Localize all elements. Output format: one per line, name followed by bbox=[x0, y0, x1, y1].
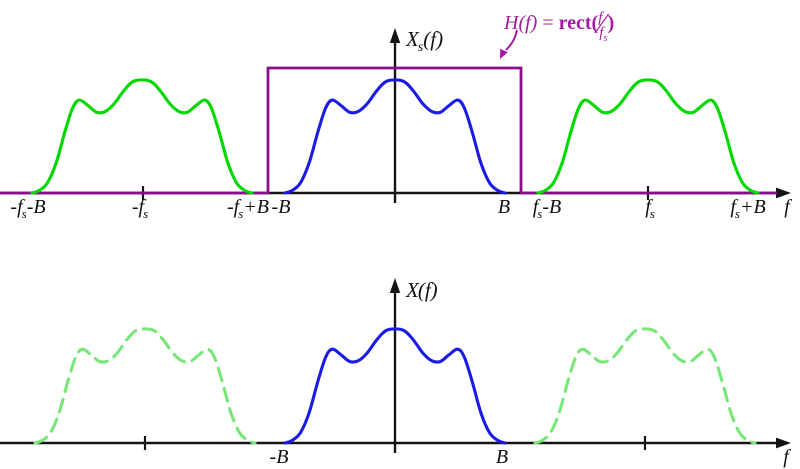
top-tick-label-fs-minus-B: fs-B bbox=[532, 196, 562, 221]
reconstruction-filter-rect bbox=[0, 66, 777, 195]
bottom-axis-label-f: f bbox=[783, 446, 789, 468]
formula-equals: = bbox=[537, 12, 559, 34]
top-tick-label-fs-plus-B: fs+B bbox=[730, 196, 766, 221]
top-tick-label-neg-B: -B bbox=[271, 196, 291, 218]
spectrum-replica-at-neg-fs bbox=[30, 78, 254, 195]
formula-pointer-arrowhead bbox=[500, 48, 508, 59]
formula-rect-open: rect( bbox=[558, 12, 599, 34]
spectrum-replica-at-pos-fs bbox=[536, 78, 760, 195]
top-amplitude-axis-label: Xs(f) bbox=[406, 27, 444, 55]
bottom-tick-label-B: B bbox=[495, 446, 509, 468]
top-tick-label-neg-fs: -fs bbox=[131, 196, 149, 221]
formula-H-of-f: H(f) bbox=[504, 12, 538, 34]
removed-replica-at-neg-fs bbox=[33, 327, 257, 445]
top-frequency-axis-arrowhead bbox=[776, 187, 791, 199]
formula-numerator-f: f bbox=[598, 10, 603, 26]
formula-pointer-arrow bbox=[505, 29, 518, 51]
filter-formula: H(f) = rect(f⁄fs) bbox=[504, 3, 614, 53]
recovered-baseband-spectrum bbox=[283, 327, 507, 445]
bottom-tick-label-neg-B: -B bbox=[269, 446, 289, 468]
top-tick-label-neg-fs-plus-B: -fs+B bbox=[227, 196, 269, 221]
top-tick-label-B: B bbox=[497, 196, 511, 218]
top-amplitude-axis-arrowhead bbox=[389, 28, 401, 43]
bottom-amplitude-axis-label: X(f) bbox=[406, 278, 438, 302]
formula-denominator-fs: fs bbox=[599, 25, 608, 44]
top-tick-label-fs: fs bbox=[645, 196, 655, 221]
bottom-frequency-axis-arrowhead bbox=[776, 437, 791, 449]
removed-replica-at-pos-fs bbox=[533, 327, 757, 445]
formula-close-paren: ) bbox=[607, 12, 615, 34]
formula-fraction-slash: ⁄ bbox=[599, 8, 605, 40]
baseband-spectrum-sampled bbox=[283, 78, 507, 195]
top-axis-label-f: f bbox=[784, 196, 790, 218]
bottom-amplitude-axis-arrowhead bbox=[389, 278, 401, 293]
top-tick-label-neg-fs-minus-B: -fs-B bbox=[10, 196, 46, 221]
